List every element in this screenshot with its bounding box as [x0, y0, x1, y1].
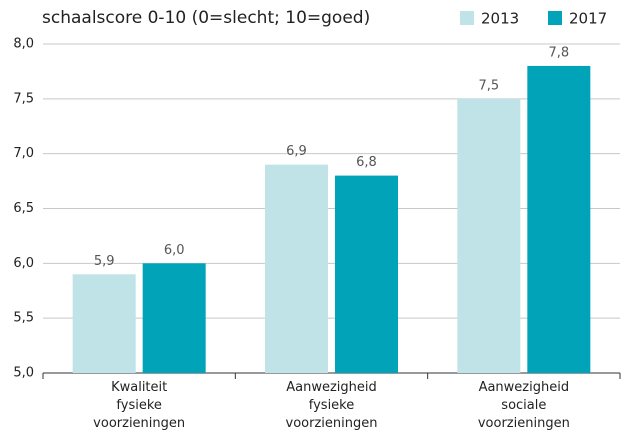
x-tick-label-line: voorzieningen: [286, 416, 378, 431]
bar: [265, 164, 328, 373]
value-label: 6,0: [164, 243, 185, 258]
value-label: 7,8: [548, 45, 569, 60]
bar: [527, 65, 591, 373]
x-tick-label-line: voorzieningen: [478, 416, 570, 431]
bar: [142, 263, 206, 373]
chart-subtitle: schaalscore 0-10 (0=slecht; 10=goed): [42, 8, 370, 28]
value-label: 5,9: [94, 254, 115, 269]
legend-swatch: [460, 11, 474, 25]
bar: [72, 274, 136, 373]
legend-label: 2017: [569, 10, 607, 28]
y-tick-label: 5,5: [13, 311, 34, 326]
x-tick-label: Aanwezigheid fysieke voorzieningen: [286, 380, 378, 431]
x-tick-label-line: fysieke: [116, 398, 162, 413]
x-tick-label-line: Aanwezigheid: [286, 380, 377, 395]
legend-label: 2013: [481, 10, 519, 28]
bar: [335, 175, 398, 373]
bar: [457, 98, 521, 373]
x-tick-label: Kwaliteit fysieke voorzieningen: [93, 380, 185, 431]
value-label: 7,5: [478, 78, 499, 93]
y-tick-label: 7,5: [13, 91, 34, 106]
x-tick-label-line: voorzieningen: [93, 416, 185, 431]
x-tick-label-line: Aanwezigheid: [479, 380, 570, 395]
x-tick-label: Aanwezigheid sociale voorzieningen: [478, 380, 570, 431]
x-tick-label-line: fysieke: [309, 398, 355, 413]
y-tick-label: 7,0: [13, 146, 34, 161]
x-tick-label-line: Kwaliteit: [111, 380, 167, 395]
y-tick-label: 8,0: [13, 37, 34, 52]
y-tick-label: 6,0: [13, 256, 34, 271]
y-tick-label: 6,5: [13, 201, 34, 216]
x-tick-label-line: sociale: [501, 398, 546, 413]
value-label: 6,9: [286, 144, 307, 159]
value-label: 6,8: [356, 155, 377, 170]
legend-swatch: [548, 11, 562, 25]
y-tick-label: 5,0: [13, 366, 34, 381]
